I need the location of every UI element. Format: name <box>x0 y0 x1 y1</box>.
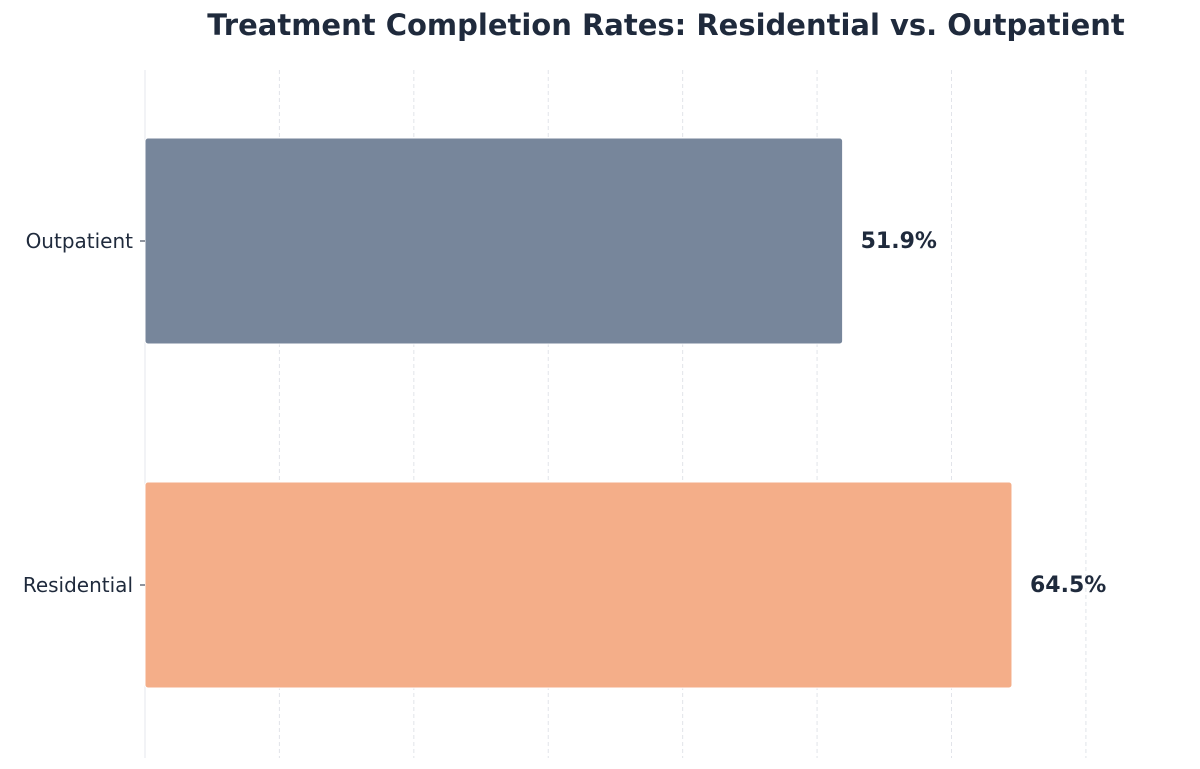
value-label: 64.5% <box>1030 573 1106 598</box>
category-label: Residential <box>23 573 133 597</box>
category-label: Outpatient <box>26 229 134 253</box>
bar-outpatient <box>144 137 844 345</box>
chart-title: Treatment Completion Rates: Residential … <box>207 8 1125 42</box>
labels: Outpatient 51.9% Residential 64.5% <box>23 229 1106 598</box>
bar-residential <box>144 481 1013 689</box>
bars <box>144 137 1013 689</box>
value-label: 51.9% <box>861 229 937 254</box>
